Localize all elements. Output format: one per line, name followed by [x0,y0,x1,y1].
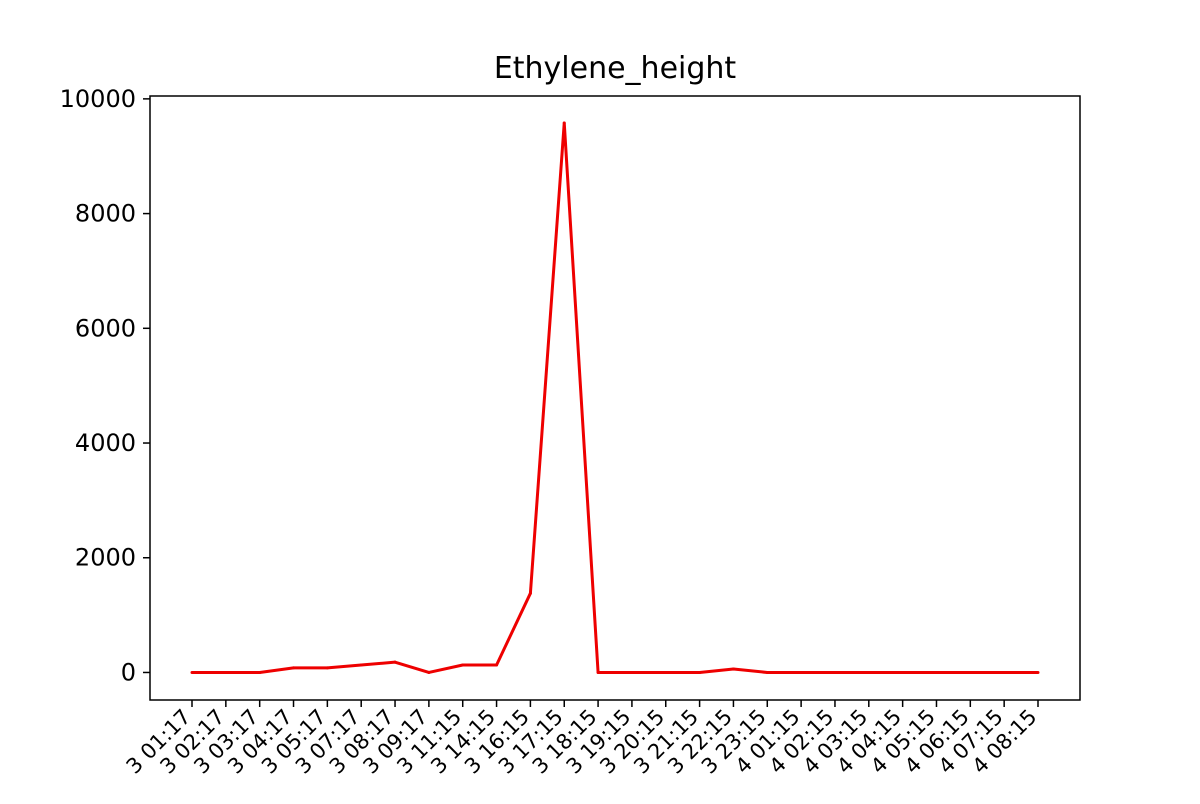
series-line [192,121,1038,674]
data-point [596,670,600,674]
data-point [461,663,465,667]
data-point [867,670,871,674]
y-axis: 0 2000 4000 6000 8000 10000 [60,85,150,686]
series-group [190,121,1040,674]
data-point [393,660,397,664]
data-point [901,670,905,674]
y-tick-label: 8000 [75,200,136,228]
data-point [427,670,431,674]
chart-title: Ethylene_height [494,51,737,86]
y-tick-label: 6000 [75,314,136,342]
data-point [630,670,634,674]
data-point [698,670,702,674]
data-point [765,670,769,674]
y-tick-label: 10000 [60,85,136,113]
plot-area-frame [149,95,1081,701]
data-point [934,670,938,674]
data-point [1036,670,1040,674]
y-tick-label: 0 [121,658,136,686]
data-point [731,667,735,671]
data-point [495,663,499,667]
data-point [528,591,532,595]
data-point [325,666,329,670]
y-tick-label: 4000 [75,429,136,457]
data-point [224,670,228,674]
data-point [664,670,668,674]
data-point [190,670,194,674]
x-axis: 3 01:173 02:173 03:173 04:173 05:173 07:… [122,700,1042,779]
data-point [1002,670,1006,674]
y-tick-label: 2000 [75,544,136,572]
data-point [258,670,262,674]
data-point [562,121,566,125]
data-point [359,663,363,667]
data-point [968,670,972,674]
data-point [292,666,296,670]
data-point [799,670,803,674]
data-point [833,670,837,674]
